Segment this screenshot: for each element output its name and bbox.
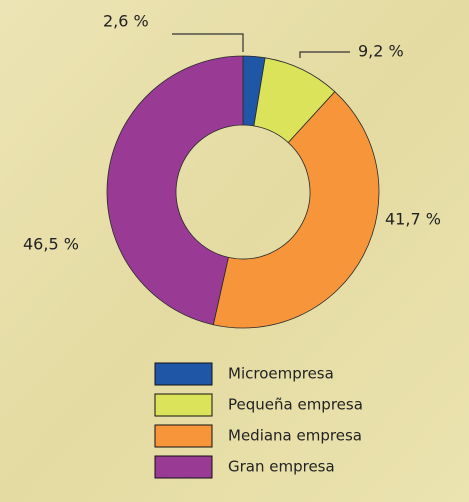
- legend-swatch: [154, 424, 213, 448]
- legend-label: Mediana empresa: [228, 427, 362, 445]
- donut-segment: [106, 55, 244, 326]
- legend-swatch: [154, 455, 213, 479]
- legend-swatch: [154, 362, 213, 386]
- data-label: 9,2 %: [358, 42, 404, 61]
- data-label: 2,6 %: [103, 12, 149, 31]
- legend-label: Microempresa: [228, 365, 334, 383]
- legend-label: Pequeña empresa: [228, 396, 363, 414]
- legend-label: Gran empresa: [228, 458, 335, 476]
- leader-line: [172, 33, 244, 52]
- legend-swatch: [154, 393, 213, 417]
- leader-lines: [172, 33, 350, 58]
- data-label: 41,7 %: [385, 210, 441, 229]
- donut-segment: [212, 91, 380, 329]
- data-label: 46,5 %: [23, 235, 79, 254]
- leader-line: [299, 51, 350, 58]
